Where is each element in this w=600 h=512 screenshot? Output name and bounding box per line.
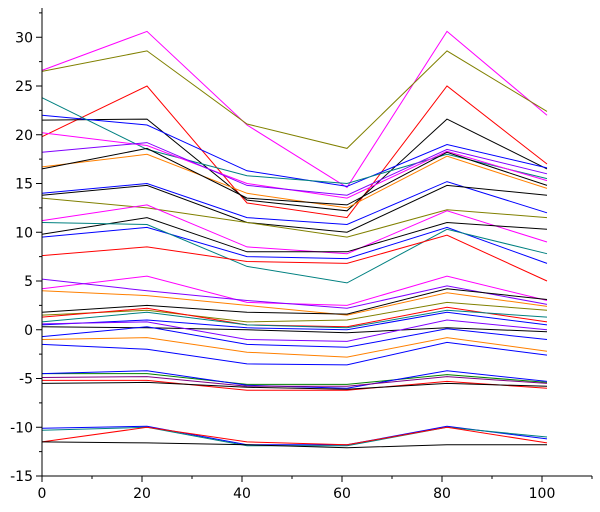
series-line-6	[41, 97, 548, 185]
series-line-28	[41, 319, 548, 342]
series-line-25	[41, 309, 548, 329]
series-line-10	[41, 142, 548, 196]
y-tick-label: 20	[15, 128, 33, 144]
y-tick-label: 15	[15, 177, 33, 193]
series-line-22	[41, 288, 548, 315]
series-line-1	[41, 30, 548, 189]
series-line-27	[41, 326, 548, 334]
y-tick-label: 5	[24, 274, 33, 290]
series-line-29	[41, 326, 548, 348]
series-line-36	[41, 381, 548, 390]
series-line-17	[41, 222, 548, 284]
x-tick-label: 40	[233, 486, 251, 502]
series-line-40	[41, 441, 547, 449]
series-line-8	[41, 153, 548, 209]
series-line-26	[41, 311, 548, 331]
x-tick-label: 60	[333, 486, 351, 502]
y-tick-label: -5	[19, 372, 33, 388]
axes-layer	[41, 8, 592, 477]
series-line-13	[41, 197, 548, 238]
ticks-layer	[36, 12, 593, 482]
x-tick-label: 80	[433, 486, 451, 502]
series-line-2	[41, 50, 548, 149]
series-line-18	[41, 234, 548, 282]
series-line-32	[42, 373, 548, 385]
y-tick-label: 0	[24, 323, 33, 339]
series-line-15	[41, 217, 548, 253]
y-tick-label: -15	[10, 469, 33, 485]
series-line-37	[41, 425, 548, 446]
series-line-3	[41, 85, 548, 219]
series-line-9	[41, 147, 548, 206]
series-line-34	[41, 376, 548, 387]
tick-labels-layer: 0 20 40 60 80 100 -15 -10 -5 0 5 10 15 20 25 30	[10, 30, 555, 502]
y-tick-label: 10	[15, 225, 33, 241]
series-line-39	[41, 426, 548, 446]
x-tick-label: 100	[529, 486, 556, 502]
y-tick-label: 25	[15, 79, 33, 95]
series-line-16	[41, 226, 548, 264]
series-line-12	[41, 184, 548, 233]
series-line-21	[41, 290, 548, 316]
series-line-4	[41, 118, 548, 212]
series-line-5	[41, 114, 548, 187]
series-line-14	[41, 204, 548, 255]
x-tick-label: 0	[38, 486, 47, 502]
y-tick-label: 30	[15, 30, 33, 46]
series-line-23	[41, 301, 548, 323]
series-line-30	[41, 337, 548, 358]
series-line-31	[41, 341, 548, 366]
series-layer	[41, 30, 548, 449]
x-tick-label: 20	[133, 486, 151, 502]
y-tick-label: -10	[10, 420, 33, 436]
series-line-35	[42, 379, 548, 391]
series-line-20	[41, 278, 548, 309]
